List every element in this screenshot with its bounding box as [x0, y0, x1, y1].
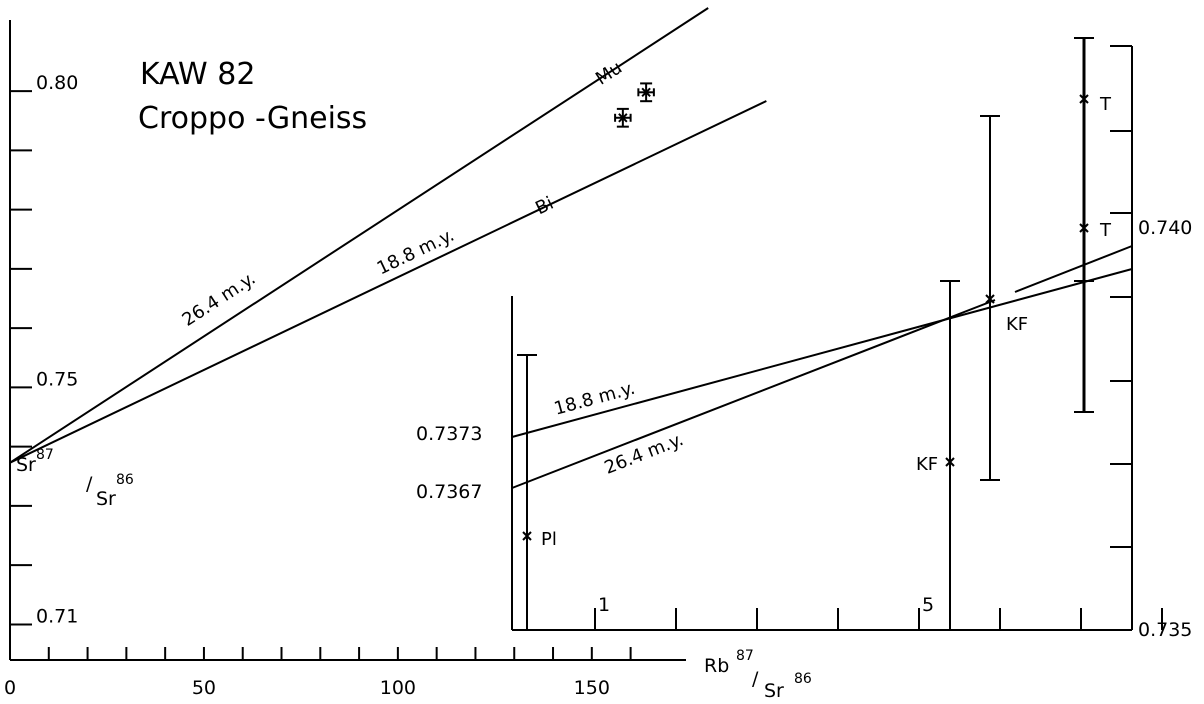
inset-point-4-marker-b	[1079, 94, 1089, 104]
inset-intercept-label-0: 0.7373	[416, 423, 482, 445]
inset-point-1-label: KF	[916, 454, 938, 475]
y-label-base1: Sr	[16, 454, 36, 476]
main-x-tick-label-0: 0	[4, 677, 16, 699]
inset-point-0-label: Pl	[541, 529, 557, 550]
inset-y-tick-label-1: 0.740	[1138, 217, 1192, 239]
main-y-tick-label-2: 0.80	[36, 72, 78, 94]
inset-point-0: Pl	[517, 354, 557, 630]
x-label-base1: Rb	[704, 655, 729, 677]
inset-point-1-marker	[945, 457, 955, 467]
y-label-sup2: 86	[116, 472, 134, 488]
main-point-0-marker	[618, 113, 628, 123]
main-y-axis-label: Sr 87 / Sr 86	[16, 447, 134, 510]
main-isochron-lines: 26.4 m.y. Mu 18.8 m.y. Bi	[9, 7, 767, 464]
main-x-tick-label-1: 50	[192, 677, 216, 699]
inset-point-2-label: KF	[1006, 314, 1028, 335]
x-label-base2: Sr	[764, 680, 784, 702]
inset-point-2-marker-b	[985, 294, 995, 304]
main-point-1	[637, 82, 655, 103]
chart-title: KAW 82	[140, 57, 255, 92]
main-axes: 0 50 100 150 0.71 0.75 0.80	[4, 20, 686, 699]
main-point-0	[614, 107, 632, 128]
inset-isochron-18-8	[511, 268, 1133, 438]
inset-point-1: KF	[916, 280, 960, 630]
main-x-tick-label-3: 150	[574, 677, 610, 699]
main-x-axis-label: Rb 87 / Sr 86	[704, 648, 812, 702]
main-x-tick-label-2: 100	[380, 677, 416, 699]
inset-y-tick-label-0: 0.735	[1138, 619, 1192, 641]
y-label-base2: Sr	[96, 488, 116, 510]
main-line-label-bi: Bi	[532, 193, 557, 219]
inset-point-0-marker-b	[522, 531, 532, 541]
chart-subtitle: Croppo -Gneiss	[138, 101, 367, 136]
inset-age-label-18-8: 18.8 m.y.	[552, 378, 637, 420]
inset-point-2: KF	[980, 115, 1028, 481]
inset-intercept-label-1: 0.7367	[416, 481, 482, 503]
main-isochron-mu	[9, 7, 709, 464]
inset-data-points: Pl KF KF T T	[517, 37, 1112, 630]
inset-isochron-26-4-cont	[1014, 245, 1133, 293]
inset-x-tick-label-1: 5	[922, 594, 934, 616]
x-label-slash: /	[752, 668, 759, 690]
main-point-1-marker-b	[641, 87, 651, 98]
inset-point-2-marker	[985, 294, 995, 304]
inset-axes: 1 5 0.735 0.740 0.7373 0.7367	[416, 45, 1192, 641]
x-label-sup2: 86	[794, 671, 812, 687]
inset-isochron-lines: 18.8 m.y.26.4 m.y.	[511, 245, 1133, 489]
inset-isochron-26-4	[511, 299, 996, 489]
inset-point-4-label: T	[1099, 94, 1112, 115]
main-y-tick-label-0: 0.71	[36, 605, 78, 627]
main-age-label-26-4: 26.4 m.y.	[179, 268, 260, 331]
inset-point-0-marker	[522, 531, 532, 541]
main-isochron-bi	[9, 100, 767, 464]
main-y-tick-label-1: 0.75	[36, 368, 78, 390]
main-point-0-marker-b	[618, 113, 628, 123]
x-label-sup1: 87	[736, 648, 754, 664]
main-age-label-18-8: 18.8 m.y.	[374, 225, 458, 280]
main-data-points	[614, 82, 655, 128]
inset-x-tick-label-0: 1	[598, 594, 610, 616]
inset-point-3-label: T	[1099, 220, 1112, 241]
inset-point-4: T	[1074, 37, 1112, 282]
main-point-1-marker	[641, 87, 651, 98]
main-line-label-mu: Mu	[592, 57, 626, 89]
y-label-slash: /	[86, 473, 93, 495]
y-label-sup1: 87	[36, 447, 54, 463]
inset-point-1-marker-b	[945, 457, 955, 467]
inset-point-4-marker	[1079, 94, 1089, 104]
